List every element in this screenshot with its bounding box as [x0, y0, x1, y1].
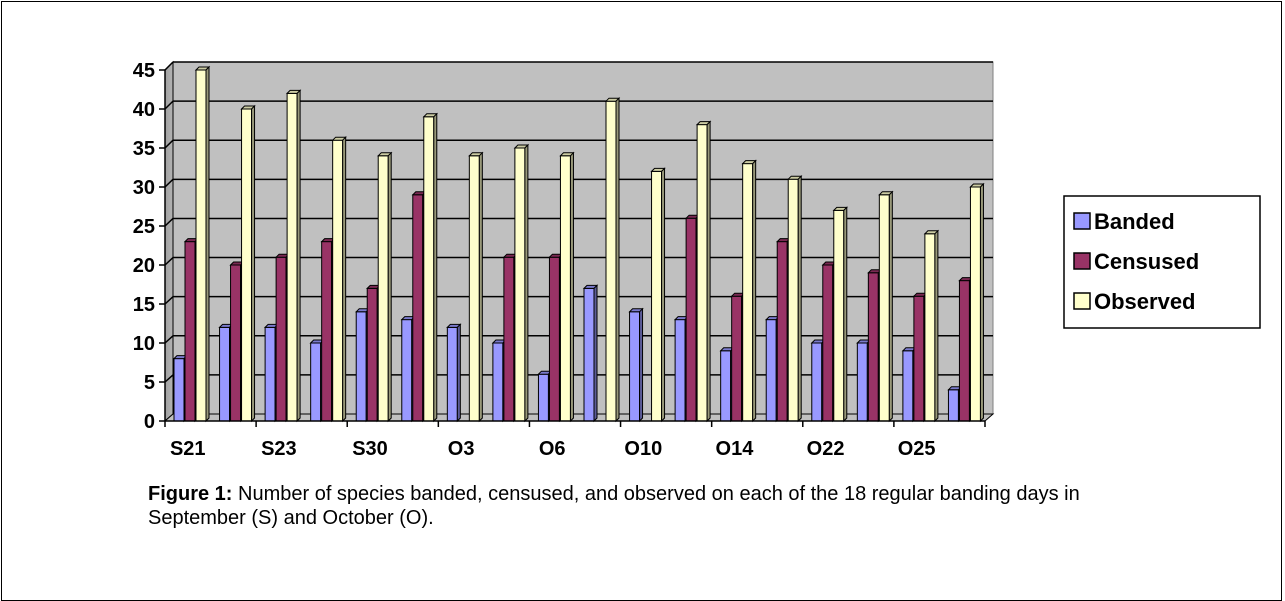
- y-tick-label: 10: [133, 333, 155, 355]
- gridline-side: [164, 335, 174, 344]
- bar-observed-O27: [969, 182, 985, 423]
- y-tick-label: 15: [133, 294, 155, 316]
- gridline-side: [164, 217, 174, 227]
- bar-banded-O10: [628, 307, 644, 423]
- x-tick-label: S21: [170, 438, 206, 460]
- bar-observed-O4: [513, 143, 530, 423]
- y-tick-label: 5: [144, 372, 155, 394]
- y-tick-label: 20: [133, 255, 155, 277]
- x-tick-label: O25: [898, 438, 936, 460]
- x-tick-label: S30: [352, 438, 388, 460]
- x-tick-label: O3: [448, 438, 475, 460]
- gridlines: [164, 61, 993, 383]
- legend-swatch-censused: [1073, 252, 1091, 270]
- x-tick-label: O14: [716, 438, 755, 460]
- bar-observed-O6: [559, 151, 575, 423]
- legend-swatch-observed: [1073, 292, 1091, 310]
- x-tick-label: O10: [624, 438, 662, 460]
- caption-text: Number of species banded, censused, and …: [148, 483, 1080, 529]
- gridline-side: [164, 61, 174, 71]
- bars: [172, 65, 985, 423]
- y-tick-label: 45: [133, 60, 155, 82]
- bar-observed-O10: [650, 167, 666, 423]
- bar-observed-O3: [468, 151, 484, 423]
- y-tick-label: 0: [144, 411, 155, 433]
- bar-chart: 0 5 10 15 20 25 30 35 40 45 S21 S23 S30 O3 O6 O10 O14 O2…: [133, 60, 1261, 460]
- bar-observed-O14: [741, 159, 757, 423]
- gridline-side: [164, 257, 174, 266]
- gridline-side: [164, 374, 174, 383]
- bar-observed-O25: [923, 229, 940, 423]
- bar-observed-O11: [695, 120, 712, 423]
- bar-banded-O3: [446, 323, 462, 423]
- x-tick-labels: S21 S23 S30 O3 O6 O10 O14 O22 O25: [170, 438, 936, 460]
- bar-observed-S22: [240, 104, 256, 423]
- x-tick-label: O6: [539, 438, 566, 460]
- bar-observed-O17: [787, 174, 803, 423]
- legend-swatch-banded: [1073, 212, 1091, 230]
- gridline-side: [164, 139, 174, 149]
- x-tick-label: S23: [261, 438, 297, 460]
- y-tick-label: 40: [133, 99, 155, 121]
- legend-label-observed: Observed: [1094, 289, 1196, 314]
- legend-label-banded: Banded: [1094, 209, 1175, 234]
- bar-observed-S27: [331, 135, 347, 423]
- y-tick-label: 35: [133, 138, 155, 160]
- bar-observed-S21: [194, 65, 211, 423]
- y-tick-labels: 0 5 10 15 20 25 30 35 40 45: [133, 60, 155, 433]
- gridline-side: [164, 296, 174, 305]
- bar-observed-O23: [878, 190, 894, 423]
- legend: Banded Censused Observed: [1063, 195, 1261, 329]
- x-tick-label: O22: [807, 438, 845, 460]
- bar-observed-S23: [285, 89, 302, 423]
- y-tick-label: 25: [133, 216, 155, 238]
- legend-box: [1063, 195, 1261, 329]
- axes: [159, 69, 986, 427]
- legend-label-censused: Censused: [1094, 249, 1199, 274]
- y-tick-label: 30: [133, 177, 155, 199]
- bar-observed-O8: [604, 96, 621, 423]
- bar-observed-O22: [832, 206, 848, 423]
- gridline-side: [164, 100, 174, 110]
- left-wall: [164, 60, 174, 423]
- figure-caption: Figure 1: Number of species banded, cens…: [148, 482, 1148, 530]
- gridline-side: [164, 178, 174, 188]
- bar-observed-S30: [377, 151, 393, 423]
- bar-observed-O1: [422, 112, 438, 423]
- bar-banded-O8: [582, 284, 599, 423]
- caption-lead: Figure 1:: [148, 483, 233, 505]
